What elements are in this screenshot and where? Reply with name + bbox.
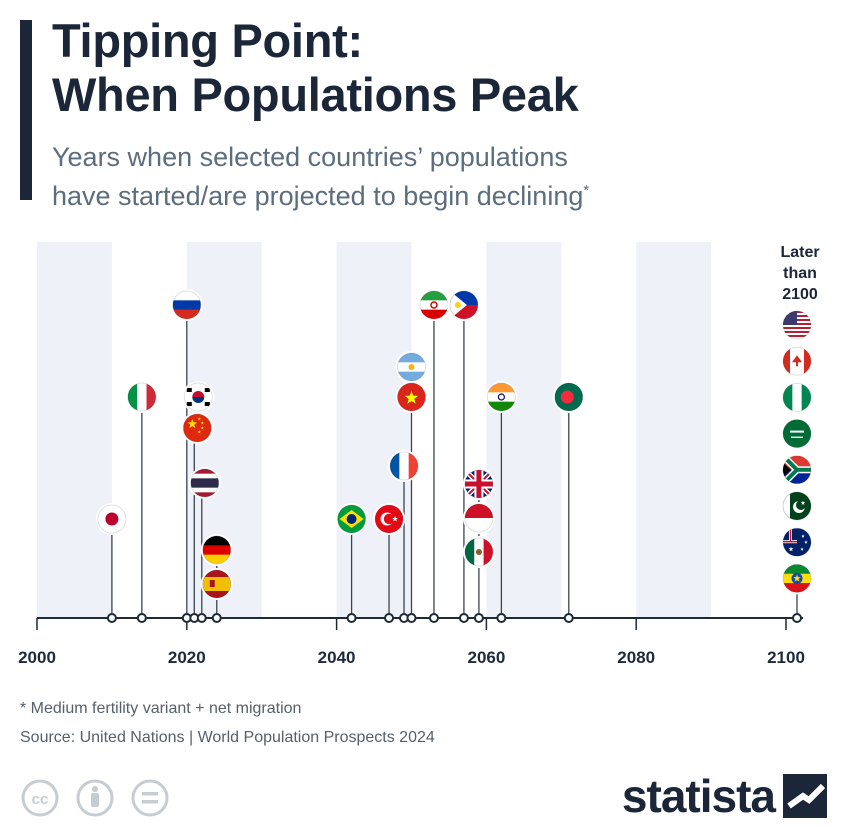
title-accent-bar bbox=[20, 20, 32, 200]
axis-point bbox=[196, 613, 207, 623]
title-line-2: When Populations Peak bbox=[52, 68, 579, 121]
germany-flag: Germany bbox=[200, 534, 233, 566]
iran-flag: Iran bbox=[417, 289, 450, 321]
south-korea-flag: South Korea bbox=[182, 381, 215, 413]
by-attribution-icon bbox=[76, 779, 114, 817]
title-line-1: Tipping Point: bbox=[52, 14, 363, 67]
chart-title: Tipping Point: When Populations Peak bbox=[52, 14, 579, 122]
later-label-line-1: Later bbox=[780, 244, 820, 261]
axis-point bbox=[792, 613, 802, 623]
philippines-flag: Philippines bbox=[447, 289, 480, 321]
japan-flag: Japan bbox=[95, 503, 128, 535]
axis-point bbox=[346, 613, 357, 623]
source-note: Source: United Nations | World Populatio… bbox=[20, 729, 435, 746]
axis-point bbox=[106, 613, 117, 623]
france-flag: France bbox=[388, 450, 421, 482]
x-tick-label: 2040 bbox=[318, 648, 356, 667]
axis-point bbox=[211, 613, 222, 623]
axis-point bbox=[384, 613, 395, 623]
grid-band bbox=[37, 242, 112, 618]
no-derivatives-icon bbox=[131, 779, 169, 817]
turkey-flag: Turkey bbox=[373, 503, 406, 535]
canada-flag: Canada bbox=[781, 345, 813, 378]
axis-point bbox=[473, 613, 484, 623]
x-tick-label: 2000 bbox=[18, 648, 56, 667]
italy-flag: Italy bbox=[125, 381, 158, 413]
axis-point bbox=[428, 613, 439, 623]
x-tick-label: 2080 bbox=[617, 648, 655, 667]
usa-flag: United States bbox=[781, 309, 813, 341]
subtitle-line-1: Years when selected countries’ populatio… bbox=[52, 142, 568, 172]
x-tick-label: 2100 bbox=[767, 648, 805, 667]
russia-flag: Russia bbox=[170, 289, 203, 321]
argentina-flag: Argentina bbox=[395, 351, 428, 383]
saudi-arabia-flag: Saudi Arabia bbox=[781, 417, 813, 450]
logo-text: statista bbox=[621, 770, 776, 822]
statista-logo-mark bbox=[783, 774, 827, 818]
vietnam-flag: Vietnam bbox=[395, 381, 428, 413]
china-flag: China bbox=[181, 412, 214, 444]
australia-flag: Australia bbox=[781, 526, 813, 559]
subtitle-marker: * bbox=[583, 182, 590, 199]
svg-text:cc: cc bbox=[32, 791, 49, 808]
axis-point bbox=[496, 613, 507, 623]
axis-point bbox=[136, 613, 147, 623]
chart-subtitle: Years when selected countries’ populatio… bbox=[52, 141, 712, 213]
subtitle-line-2: have started/are projected to begin decl… bbox=[52, 181, 584, 211]
nigeria-flag: Nigeria bbox=[781, 381, 813, 414]
grid-band bbox=[336, 242, 412, 618]
axis-point bbox=[406, 613, 417, 623]
ethiopia-flag: Ethiopia bbox=[781, 562, 813, 595]
grid-band bbox=[486, 242, 562, 618]
uk-flag: United Kingdom bbox=[462, 468, 495, 500]
pakistan-flag: Pakistan bbox=[781, 490, 813, 522]
mexico-flag: Mexico bbox=[462, 536, 495, 568]
population-peak-chart: 2000 2020 2040 2060 2080 2100 Japan Italy Russia… bbox=[18, 242, 813, 667]
indonesia-flag: Indonesia bbox=[462, 502, 495, 534]
footnote: * Medium fertility variant + net migrati… bbox=[20, 700, 302, 717]
cc-icon: cc bbox=[21, 779, 59, 817]
later-label-line-2: than bbox=[783, 265, 817, 282]
bangladesh-flag: Bangladesh bbox=[552, 381, 585, 413]
later-label-line-3: 2100 bbox=[782, 286, 818, 303]
south-africa-flag: South Africa bbox=[781, 453, 813, 486]
india-flag: India bbox=[485, 381, 518, 413]
grid-band bbox=[636, 242, 712, 618]
thailand-flag: Thailand bbox=[188, 467, 221, 499]
statista-logo: statista bbox=[622, 770, 827, 822]
brazil-flag: Brazil bbox=[335, 503, 368, 535]
axis-point bbox=[458, 613, 469, 623]
spain-flag: Spain bbox=[200, 568, 233, 600]
x-tick-label: 2020 bbox=[168, 648, 206, 667]
later-than-2100-label: Later than 2100 bbox=[775, 242, 825, 305]
x-tick-label: 2060 bbox=[467, 648, 505, 667]
axis-point bbox=[563, 613, 574, 623]
license-icons: cc bbox=[21, 779, 169, 817]
